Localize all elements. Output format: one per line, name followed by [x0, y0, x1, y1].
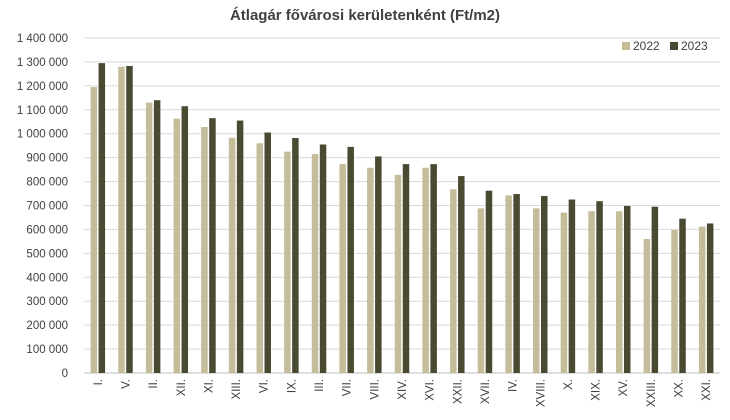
bar-2022-XXI	[698, 226, 706, 373]
bar-2022-II	[145, 102, 153, 373]
bar-2022-V	[118, 66, 125, 373]
y-tick-label: 100 000	[26, 344, 68, 356]
y-tick-label: 1 300 000	[17, 57, 68, 69]
bar-2023-XVIII	[541, 195, 548, 373]
bar-2023-XIV	[402, 164, 410, 373]
y-tick-label: 300 000	[26, 296, 68, 308]
y-axis-ticks: 0 100 000 200 000 300 000 400 000 500 000 600 …	[17, 33, 68, 380]
bar-2023-XXI	[706, 223, 714, 373]
bar-2022-XIV	[394, 174, 402, 373]
bar-2023-XV	[623, 205, 631, 373]
y-tick-label: 1 000 000	[17, 129, 68, 141]
x-tick-label: XIII.	[231, 379, 243, 399]
x-tick-label: II.	[148, 379, 160, 389]
x-tick-label: VII.	[342, 379, 354, 396]
bar-2022-XII	[173, 118, 181, 373]
bar-2023-IV	[513, 194, 520, 373]
bar-2022-VII	[339, 164, 346, 373]
bar-2022-XI	[201, 127, 208, 373]
bar-2022-VIII	[367, 167, 374, 373]
y-tick-label: 1 400 000	[17, 33, 68, 45]
x-tick-label: IV.	[508, 379, 520, 392]
bar-2022-VI	[256, 143, 263, 373]
bar-2022-XIII	[228, 137, 236, 373]
y-tick-label: 500 000	[26, 248, 68, 260]
bar-2023-XXIII	[651, 206, 659, 373]
y-tick-label: 700 000	[26, 201, 68, 213]
x-tick-label: V.	[120, 379, 132, 389]
bar-2023-I	[98, 63, 106, 373]
x-tick-label: III.	[314, 379, 326, 392]
bar-2022-III	[311, 154, 319, 373]
y-tick-label: 400 000	[26, 272, 68, 284]
gridlines	[84, 37, 720, 374]
y-tick-label: 900 000	[26, 153, 68, 165]
y-tick-label: 200 000	[26, 320, 68, 332]
x-tick-label: XX.	[674, 379, 686, 398]
x-tick-label: XII.	[176, 379, 188, 396]
bar-2022-IX	[284, 151, 291, 373]
legend-label-2022: 2022	[633, 39, 660, 53]
x-tick-label: XIV.	[397, 379, 409, 400]
bars	[90, 63, 714, 374]
bar-2023-V	[126, 65, 133, 373]
x-tick-label: XVII.	[480, 379, 492, 404]
bar-2022-I	[90, 87, 98, 373]
x-tick-label: XIX.	[591, 379, 603, 401]
x-tick-label: X.	[563, 379, 575, 390]
bar-2023-XVII	[485, 190, 493, 373]
x-tick-label: XXII.	[452, 379, 464, 404]
bar-2023-II	[153, 100, 161, 373]
bar-2022-XV	[615, 211, 623, 373]
bar-2023-IX	[292, 138, 299, 373]
bar-2022-XX	[671, 229, 678, 373]
bar-2023-X	[568, 199, 576, 373]
x-tick-label: IX.	[286, 379, 298, 393]
x-tick-label: XVIII.	[535, 379, 547, 407]
y-tick-label: 800 000	[26, 177, 68, 189]
bar-2023-XIII	[236, 120, 244, 373]
bar-2023-XII	[181, 106, 189, 374]
legend-swatch-2022	[622, 42, 630, 50]
bar-2022-XXII	[450, 189, 457, 373]
legend-swatch-2023	[670, 42, 678, 50]
bar-2023-XX	[679, 218, 686, 373]
bar-2022-XXIII	[643, 239, 651, 373]
bar-2023-VII	[347, 146, 354, 373]
bar-2022-XVIII	[533, 208, 540, 373]
bar-2022-XVII	[477, 208, 485, 373]
x-tick-label: VI.	[259, 379, 271, 393]
bar-2023-XVI	[430, 164, 437, 373]
bar-2023-XI	[209, 118, 216, 374]
legend-label-2023: 2023	[681, 39, 708, 53]
x-tick-label: XI.	[203, 379, 215, 393]
bar-2023-VIII	[375, 156, 382, 373]
x-axis-ticks: I. V. II. XII. XI. XIII. VI. IX. III. VII. VIII. XI…	[93, 379, 713, 407]
x-tick-label: I.	[93, 379, 105, 385]
bar-2023-XIX	[596, 201, 603, 373]
bar-2022-IV	[505, 195, 512, 373]
bar-2023-XXII	[458, 176, 465, 373]
y-tick-label: 600 000	[26, 224, 68, 236]
y-tick-label: 1 200 000	[17, 81, 68, 93]
x-tick-label: XV.	[618, 379, 630, 396]
bar-2023-VI	[264, 132, 271, 373]
x-tick-label: VIII.	[369, 379, 381, 399]
bar-2022-X	[560, 212, 568, 373]
legend: 2022 2023	[622, 39, 708, 53]
x-tick-label: XXI.	[701, 379, 713, 401]
bar-2023-III	[319, 144, 327, 373]
y-tick-label: 1 100 000	[17, 105, 68, 117]
y-tick-label: 0	[62, 368, 68, 380]
x-tick-label: XXIII.	[646, 379, 658, 407]
x-tick-label: XVI.	[425, 379, 437, 401]
chart-title: Átlagár fővárosi kerületenként (Ft/m2)	[230, 7, 500, 24]
bar-2022-XIX	[588, 211, 595, 373]
bar-2022-XVI	[422, 167, 429, 373]
